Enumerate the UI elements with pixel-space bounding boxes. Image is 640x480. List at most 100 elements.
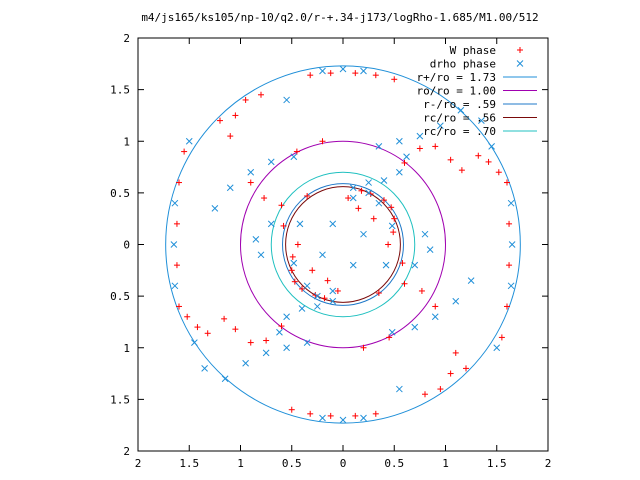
x-tick-label: 2 — [135, 457, 142, 470]
point-0-26 — [221, 315, 228, 322]
point-0-27 — [204, 330, 211, 337]
point-0-77 — [309, 267, 316, 274]
point-1-22 — [247, 168, 255, 176]
point-0-56 — [504, 303, 510, 310]
point-1-39 — [329, 220, 337, 228]
point-0-5 — [299, 285, 305, 292]
point-1-51 — [507, 199, 515, 207]
series-1 — [170, 65, 516, 424]
point-0-45 — [372, 410, 379, 417]
point-1-28 — [452, 297, 460, 305]
point-1-60 — [375, 199, 383, 207]
point-0-55 — [498, 334, 505, 341]
point-0-47 — [327, 412, 334, 419]
point-0-8 — [289, 253, 296, 260]
series-0 — [173, 70, 513, 419]
point-0-32 — [401, 280, 408, 287]
point-1-66 — [349, 194, 357, 202]
chart-title: m4/js165/ks105/np-10/q2.0/r-+.34-j173/lo… — [141, 11, 538, 24]
point-1-68 — [382, 261, 390, 269]
point-0-43 — [372, 72, 379, 79]
point-0-48 — [307, 410, 314, 417]
y-tick-label: 1.5 — [110, 84, 130, 97]
point-0-29 — [184, 313, 191, 320]
point-1-64 — [365, 189, 372, 197]
y-tick-label: 2 — [123, 445, 130, 458]
point-1-2 — [380, 177, 388, 184]
point-1-30 — [421, 230, 429, 238]
point-1-57 — [396, 385, 403, 393]
point-0-13 — [416, 145, 423, 152]
point-1-16 — [283, 344, 290, 352]
point-1-9 — [276, 328, 283, 336]
point-0-21 — [312, 292, 319, 299]
point-0-41 — [327, 70, 334, 77]
x-tick-label: 0.5 — [282, 457, 302, 470]
point-0-61 — [232, 112, 239, 119]
point-1-44 — [339, 416, 347, 424]
legend-label-3: ro/ro = 1.00 — [417, 85, 496, 98]
point-1-8 — [283, 313, 290, 321]
point-0-20 — [321, 295, 328, 302]
x-tick-label: 0.5 — [384, 457, 404, 470]
point-1-34 — [252, 235, 260, 243]
point-0-18 — [485, 158, 492, 165]
point-1-24 — [211, 205, 219, 212]
point-0-72 — [293, 148, 300, 155]
point-1-62 — [388, 222, 396, 230]
point-1-69 — [296, 220, 304, 228]
point-1-31 — [426, 246, 434, 254]
point-0-37 — [278, 202, 285, 209]
point-0-53 — [173, 262, 180, 269]
point-1-27 — [431, 313, 439, 321]
point-1-48 — [171, 282, 179, 290]
legend-label-0: W phase — [450, 44, 496, 57]
point-0-59 — [504, 179, 510, 186]
point-1-12 — [416, 132, 424, 140]
point-0-19 — [495, 169, 502, 176]
point-0-33 — [418, 287, 425, 294]
point-1-37 — [319, 251, 326, 259]
point-1-59 — [488, 143, 495, 150]
reference-circles — [165, 65, 521, 424]
point-1-40 — [319, 67, 326, 75]
legend-label-5: rc/ro = .56 — [423, 112, 496, 125]
point-0-15 — [447, 156, 454, 163]
point-1-4 — [403, 153, 410, 161]
axis-ticks: 2 1.5 1 0.5 0 0.5 1 1.5 221.510.500.511.52 — [110, 32, 551, 470]
point-1-20 — [290, 153, 298, 161]
point-0-57 — [506, 262, 513, 269]
point-0-64 — [447, 370, 454, 377]
point-0-67 — [217, 117, 223, 124]
point-0-3 — [390, 229, 397, 236]
point-0-70 — [386, 334, 393, 341]
point-1-13 — [437, 122, 444, 130]
point-1-46 — [171, 199, 179, 207]
circle-1 — [240, 140, 446, 349]
point-1-43 — [360, 414, 367, 422]
point-1-58 — [191, 339, 198, 346]
point-1-49 — [507, 282, 515, 290]
y-tick-label: 1 — [123, 342, 130, 355]
circle-0 — [165, 65, 521, 424]
point-0-4 — [385, 241, 392, 248]
point-1-3 — [396, 168, 403, 176]
circle-3 — [285, 186, 401, 303]
point-0-51 — [176, 179, 182, 186]
x-tick-label: 1.5 — [487, 457, 507, 470]
point-1-36 — [360, 230, 367, 238]
point-0-12 — [401, 159, 408, 166]
point-0-35 — [345, 195, 352, 202]
point-1-67 — [329, 287, 337, 295]
circle-4 — [270, 171, 416, 318]
y-tick-label: 0.5 — [110, 187, 130, 200]
point-0-71 — [360, 344, 367, 351]
point-1-47 — [170, 241, 178, 248]
point-1-61 — [303, 282, 311, 290]
point-0-28 — [194, 324, 201, 331]
point-0-52 — [173, 220, 180, 227]
point-0-22 — [278, 323, 285, 330]
point-1-54 — [201, 365, 208, 372]
